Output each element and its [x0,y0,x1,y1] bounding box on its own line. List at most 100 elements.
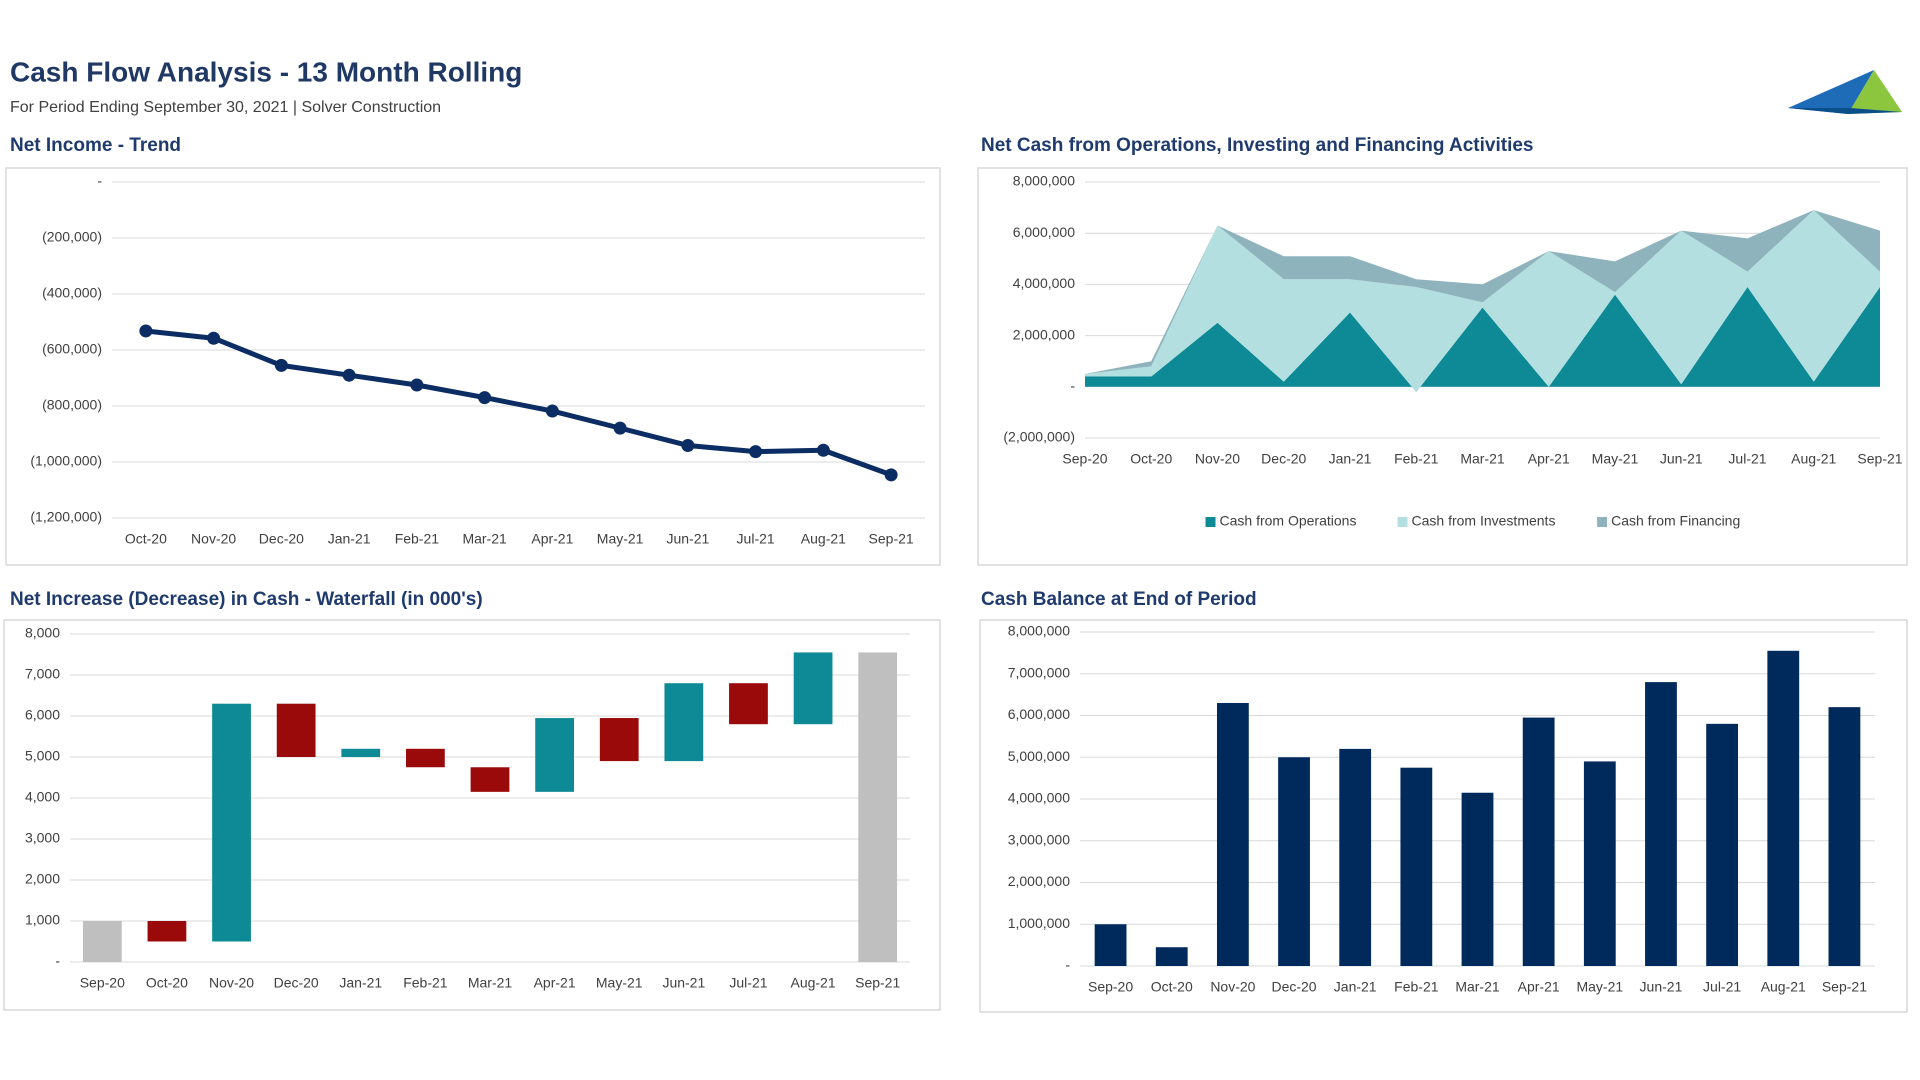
bar [82,921,122,962]
x-tick-label: Sep-21 [855,975,900,991]
y-tick-label: - [97,173,102,189]
bar [1155,947,1188,966]
y-tick-label: - [1070,378,1075,394]
bar [1339,748,1372,966]
x-tick-label: Aug-21 [1761,979,1806,995]
x-tick-label: Feb-21 [403,975,448,991]
y-tick-label: (200,000) [42,229,102,245]
x-tick-label: Jun-21 [1660,451,1703,467]
chart-title: Cash Balance at End of Period [981,589,1257,610]
y-tick-label: (1,000,000) [30,453,102,469]
bar [406,748,445,768]
x-tick-label: Aug-21 [1791,451,1836,467]
x-tick-label: Sep-21 [869,531,914,547]
bar [1522,717,1555,966]
bar [1645,682,1677,966]
panel [979,619,1908,1013]
bar [1094,924,1127,966]
page-title: Cash Flow Analysis - 13 Month Rolling [10,56,522,87]
y-tick-label: 1,000,000 [1008,915,1070,931]
y-tick-label: 3,000,000 [1008,831,1070,847]
bar [276,703,316,757]
point [613,421,627,435]
x-tick-label: Dec-20 [259,531,304,547]
x-tick-label: Apr-21 [1528,451,1570,467]
x-tick-label: Sep-20 [1088,979,1133,995]
bar [1278,757,1310,966]
bar [1461,792,1494,966]
point [545,404,559,418]
area [1085,210,1880,374]
bar [1828,707,1861,966]
x-tick-label: Dec-20 [1271,979,1316,995]
panel [3,619,941,1011]
x-tick-label: Jul-21 [737,531,775,547]
bar [1767,650,1800,966]
x-tick-label: Jan-21 [328,531,371,547]
x-tick-label: Jul-21 [1728,451,1766,467]
x-tick-label: Feb-21 [395,531,440,547]
bar [212,703,251,942]
bar [858,652,898,962]
x-tick-label: Mar-21 [468,975,513,991]
y-tick-label: (400,000) [42,285,102,301]
legend-swatch [1397,517,1408,527]
x-tick-label: Jun-21 [1640,979,1683,995]
x-tick-label: Jun-21 [662,975,705,991]
y-tick-label: 8,000,000 [1013,173,1075,189]
y-tick-label: (800,000) [42,397,102,413]
legend-label: Cash from Investments [1412,513,1556,529]
y-tick-label: 8,000,000 [1008,623,1070,639]
legend-label: Cash from Operations [1220,513,1357,529]
x-tick-label: Mar-21 [1460,451,1505,467]
bar [664,683,704,762]
x-tick-label: Apr-21 [531,531,573,547]
legend-swatch [1205,517,1216,527]
x-tick-label: May-21 [596,975,643,991]
point [274,358,288,372]
x-tick-label: Nov-20 [191,531,236,547]
panel [977,167,1908,566]
point [478,391,492,405]
x-tick-label: Jan-21 [339,975,382,991]
x-tick-label: Nov-20 [1210,979,1255,995]
x-tick-label: May-21 [1592,451,1639,467]
line [145,328,892,478]
y-tick-label: 4,000,000 [1008,790,1070,806]
x-tick-label: Sep-21 [1857,451,1902,467]
area [1085,286,1880,392]
y-tick-label: 5,000,000 [1008,748,1070,764]
bar [1216,702,1249,966]
legend-label: Cash from Financing [1611,513,1740,529]
bar [535,718,574,792]
y-tick-label: 7,000 [25,666,60,682]
x-tick-label: Aug-21 [790,975,835,991]
point [749,445,763,459]
point [410,378,424,392]
x-tick-label: Dec-20 [1261,451,1306,467]
y-tick-label: (2,000,000) [1003,429,1075,445]
chart-title: Net Increase (Decrease) in Cash - Waterf… [10,589,483,610]
point [139,324,153,338]
point [342,368,356,382]
bar [147,921,187,942]
y-tick-label: - [55,953,60,969]
x-tick-label: May-21 [597,531,644,547]
bar [793,652,833,725]
y-tick-label: (600,000) [42,341,102,357]
x-tick-label: Sep-21 [1822,979,1867,995]
y-tick-label: - [1065,957,1070,973]
point [207,331,221,345]
chart-title: Net Cash from Operations, Investing and … [981,135,1534,156]
x-tick-label: Sep-20 [80,975,125,991]
y-tick-label: 2,000,000 [1008,873,1070,889]
x-tick-label: Nov-20 [1195,451,1240,467]
x-tick-label: Aug-21 [801,531,846,547]
x-tick-label: Sep-20 [1062,451,1107,467]
x-tick-label: Nov-20 [209,975,254,991]
x-tick-label: Apr-21 [534,975,576,991]
area [1085,210,1880,392]
y-tick-label: 8,000 [25,625,60,641]
